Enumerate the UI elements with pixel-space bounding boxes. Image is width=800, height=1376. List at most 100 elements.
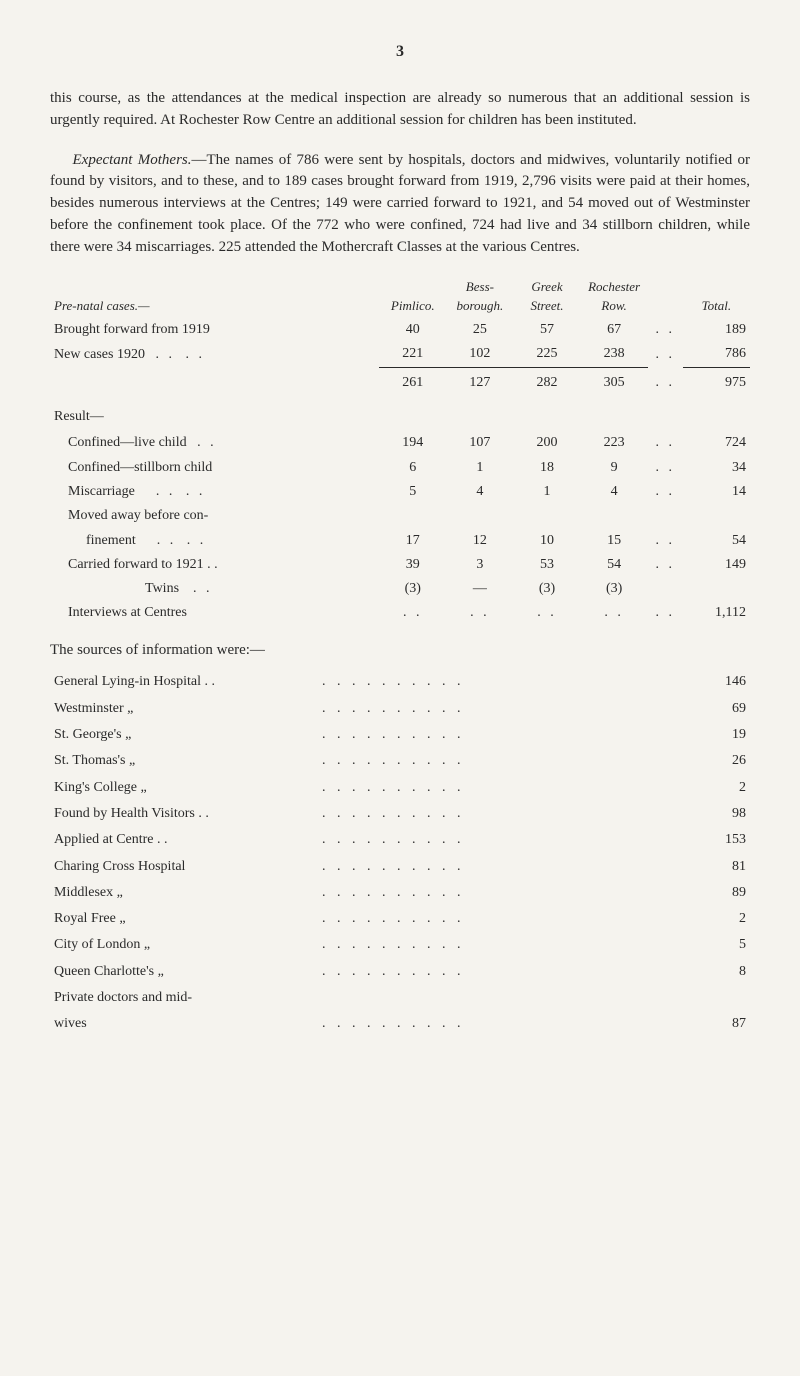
table-header-row: Pre-natal cases.— Pimlico. Bess- borough… (50, 276, 750, 318)
header-bessborough: Bess- borough. (446, 276, 513, 318)
dots: . . (648, 342, 683, 367)
cell: 25 (446, 318, 513, 342)
table-row: Twins . . (3) — (3) (3) (50, 577, 750, 601)
cell: 724 (683, 431, 750, 455)
dots: . . (379, 601, 446, 625)
cell: 9 (581, 456, 648, 480)
cell: 54 (683, 529, 750, 553)
row-label: Moved away before con- (50, 504, 379, 528)
cell: 107 (446, 431, 513, 455)
cell: 261 (379, 367, 446, 401)
table-row: Moved away before con- (50, 504, 750, 528)
row-label: Confined—stillborn child (50, 456, 379, 480)
dots: . . . . . . . . . . (318, 906, 692, 932)
source-label: King's College „ (50, 775, 318, 801)
dots: . . (648, 367, 683, 401)
source-total: 146 (692, 669, 750, 695)
source-label: wives (50, 1011, 318, 1037)
sources-table: General Lying-in Hospital . .. . . . . .… (50, 669, 750, 1037)
cell: 225 (513, 342, 580, 367)
table-row: wives. . . . . . . . . .87 (50, 1011, 750, 1037)
dots: . . (648, 456, 683, 480)
table-row: St. George's „. . . . . . . . . .19 (50, 722, 750, 748)
table-row: Confined—live child . . 194 107 200 223 … (50, 431, 750, 455)
cell: (3) (513, 577, 580, 601)
cell: 18 (513, 456, 580, 480)
row-label: Brought forward from 1919 (50, 318, 379, 342)
source-total: 153 (692, 827, 750, 853)
cell: (3) (581, 577, 648, 601)
dots: . . . . . . . . . . (318, 696, 692, 722)
dots: . . (648, 431, 683, 455)
result-heading-row: Result— (50, 401, 750, 431)
cell (683, 577, 750, 601)
source-label: Royal Free „ (50, 906, 318, 932)
header-pimlico: Pimlico. (379, 276, 446, 318)
row-label: Carried forward to 1921 . . (50, 553, 379, 577)
cell: 194 (379, 431, 446, 455)
row-label: Confined—live child . . (50, 431, 379, 455)
cell: 3 (446, 553, 513, 577)
dots: . . . . . . . . . . (318, 775, 692, 801)
dots: . . . . . . . . . . (318, 722, 692, 748)
cell: (3) (379, 577, 446, 601)
source-label: Middlesex „ (50, 880, 318, 906)
result-label: Result— (50, 401, 379, 431)
table-row: Queen Charlotte's „. . . . . . . . . .8 (50, 959, 750, 985)
cell: 54 (581, 553, 648, 577)
cell: 1 (513, 480, 580, 504)
header-greek: Greek Street. (513, 276, 580, 318)
source-total: 26 (692, 748, 750, 774)
source-total: 2 (692, 775, 750, 801)
cell: 40 (379, 318, 446, 342)
dots: . . (648, 318, 683, 342)
dots: . . (648, 601, 683, 625)
source-label: St. Thomas's „ (50, 748, 318, 774)
cell: 6 (379, 456, 446, 480)
cell: 34 (683, 456, 750, 480)
header-total: Total. (683, 276, 750, 318)
cell: 14 (683, 480, 750, 504)
table-row: King's College „. . . . . . . . . .2 (50, 775, 750, 801)
table-row: General Lying-in Hospital . .. . . . . .… (50, 669, 750, 695)
cell: 200 (513, 431, 580, 455)
cell: 67 (581, 318, 648, 342)
intro-para-continuation: this course, as the attendances at the m… (50, 88, 750, 132)
cell: 189 (683, 318, 750, 342)
dots: . . . . . . . . . . (318, 1011, 692, 1037)
table-row: New cases 1920 . . . . 221 102 225 238 .… (50, 342, 750, 367)
table-row-sum: 261 127 282 305 . . 975 (50, 367, 750, 401)
page-number: 3 (50, 40, 750, 63)
row-label: Miscarriage . . . . (50, 480, 379, 504)
source-total: 19 (692, 722, 750, 748)
source-label: Found by Health Visitors . . (50, 801, 318, 827)
dots: . . (513, 601, 580, 625)
prenatal-table: Pre-natal cases.— Pimlico. Bess- borough… (50, 276, 750, 625)
row-label: finement . . . . (50, 529, 379, 553)
cell: 127 (446, 367, 513, 401)
table-row: Middlesex „. . . . . . . . . .89 (50, 880, 750, 906)
source-total: 89 (692, 880, 750, 906)
dots: . . . . . . . . . . (318, 827, 692, 853)
source-total: 5 (692, 932, 750, 958)
source-label: Applied at Centre . . (50, 827, 318, 853)
table-row: Royal Free „. . . . . . . . . .2 (50, 906, 750, 932)
table-row: St. Thomas's „. . . . . . . . . .26 (50, 748, 750, 774)
dots: . . . . . . . . . . (318, 959, 692, 985)
source-total: 98 (692, 801, 750, 827)
source-total: 8 (692, 959, 750, 985)
table-row: Westminster „. . . . . . . . . .69 (50, 696, 750, 722)
cell: 786 (683, 342, 750, 367)
cell: 5 (379, 480, 446, 504)
dots: . . . . . . . . . . (318, 748, 692, 774)
source-label: Private doctors and mid- (50, 985, 318, 1011)
cell: 12 (446, 529, 513, 553)
table-row: City of London „. . . . . . . . . .5 (50, 932, 750, 958)
dots: . . (581, 601, 648, 625)
dots: . . (446, 601, 513, 625)
cell: 282 (513, 367, 580, 401)
source-total: 2 (692, 906, 750, 932)
cell: 975 (683, 367, 750, 401)
dots: . . (648, 553, 683, 577)
cell: — (446, 577, 513, 601)
